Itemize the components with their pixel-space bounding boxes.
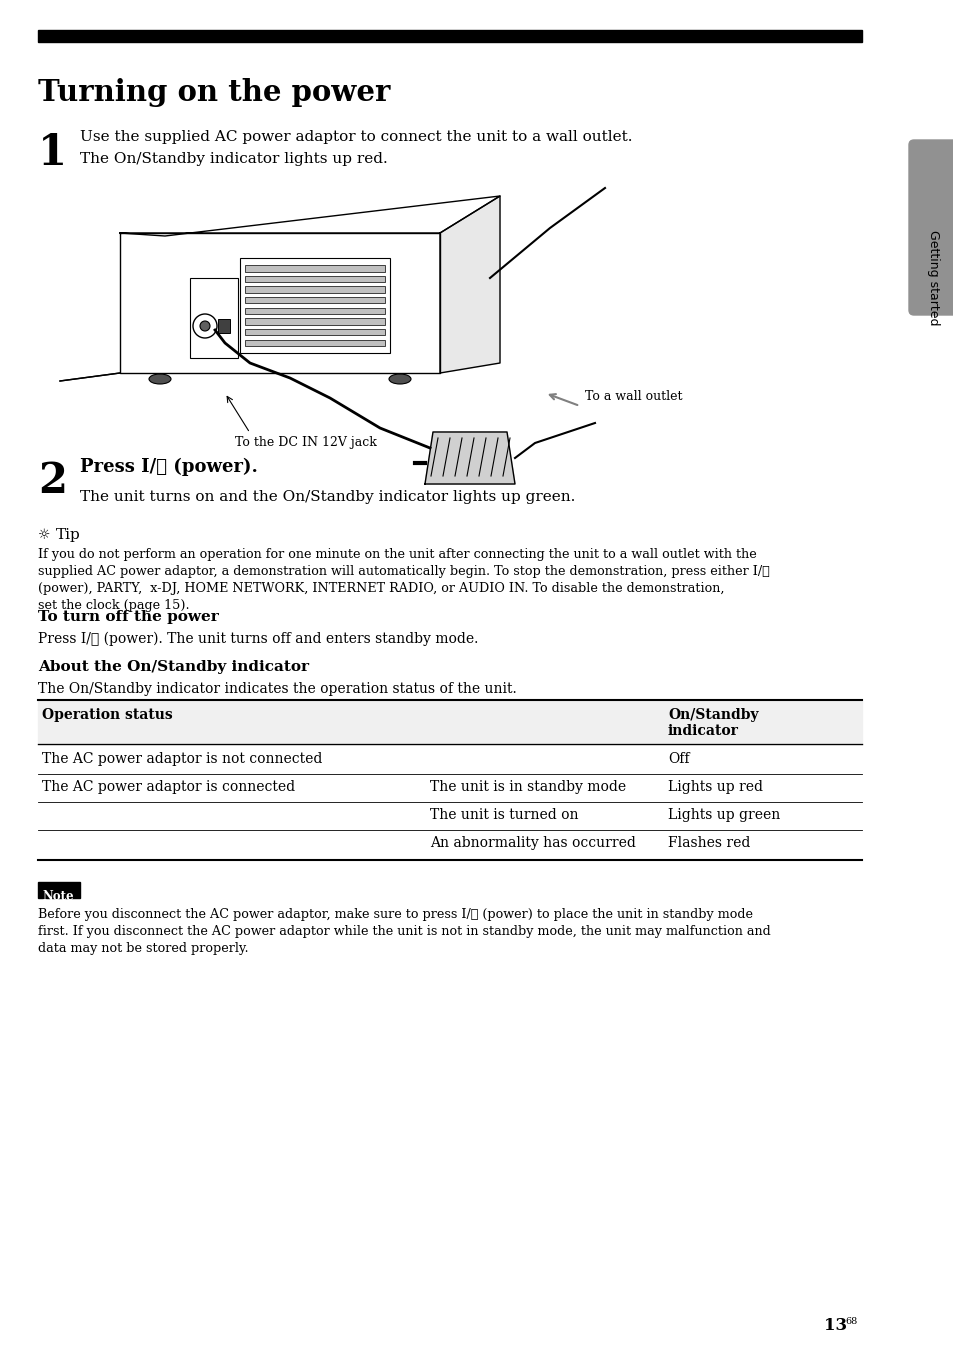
Bar — [240, 259, 390, 353]
Text: Lights up red: Lights up red — [667, 780, 762, 793]
Text: ☼: ☼ — [38, 528, 51, 542]
Text: The AC power adaptor is connected: The AC power adaptor is connected — [42, 780, 294, 793]
Text: data may not be stored properly.: data may not be stored properly. — [38, 942, 249, 955]
FancyBboxPatch shape — [908, 139, 953, 315]
Bar — [38, 30, 862, 42]
Polygon shape — [120, 233, 439, 372]
Ellipse shape — [389, 374, 411, 385]
Bar — [245, 318, 385, 325]
Text: (power), PARTY,  x-DJ, HOME NETWORK, INTERNET RADIO, or AUDIO IN. To disable the: (power), PARTY, x-DJ, HOME NETWORK, INTE… — [38, 582, 723, 594]
Text: 68: 68 — [844, 1317, 857, 1326]
Polygon shape — [439, 196, 499, 372]
Text: The unit is turned on: The unit is turned on — [430, 808, 578, 822]
Text: The On/Standby indicator lights up red.: The On/Standby indicator lights up red. — [80, 152, 387, 167]
Bar — [218, 320, 230, 333]
Bar — [245, 276, 385, 282]
Text: To a wall outlet: To a wall outlet — [584, 390, 681, 402]
Text: Use the supplied AC power adaptor to connect the unit to a wall outlet.: Use the supplied AC power adaptor to con… — [80, 130, 632, 144]
Polygon shape — [424, 432, 515, 483]
Text: Operation status: Operation status — [42, 708, 172, 722]
Text: Before you disconnect the AC power adaptor, make sure to press I/⏻ (power) to pl: Before you disconnect the AC power adapt… — [38, 909, 752, 921]
Text: About the On/Standby indicator: About the On/Standby indicator — [38, 659, 309, 674]
Text: If you do not perform an operation for one minute on the unit after connecting t: If you do not perform an operation for o… — [38, 548, 756, 561]
Text: 1: 1 — [38, 131, 67, 175]
Text: The On/Standby indicator indicates the operation status of the unit.: The On/Standby indicator indicates the o… — [38, 682, 517, 696]
Text: Getting started: Getting started — [926, 230, 940, 325]
Bar — [245, 287, 385, 292]
Text: 2: 2 — [38, 460, 67, 502]
Text: The unit is in standby mode: The unit is in standby mode — [430, 780, 625, 793]
Text: Off: Off — [667, 751, 689, 766]
Bar — [38, 881, 80, 898]
Text: Tip: Tip — [56, 528, 81, 542]
Text: Note: Note — [42, 890, 73, 903]
Bar — [245, 340, 385, 345]
Text: To turn off the power: To turn off the power — [38, 611, 218, 624]
Text: first. If you disconnect the AC power adaptor while the unit is not in standby m: first. If you disconnect the AC power ad… — [38, 925, 770, 938]
Bar — [38, 700, 862, 742]
Bar — [245, 329, 385, 336]
Text: Turning on the power: Turning on the power — [38, 79, 390, 107]
Text: Press I/⏻ (power).: Press I/⏻ (power). — [80, 458, 257, 477]
Bar — [190, 278, 237, 357]
Text: An abnormality has occurred: An abnormality has occurred — [430, 835, 636, 850]
Text: The AC power adaptor is not connected: The AC power adaptor is not connected — [42, 751, 322, 766]
Text: The unit turns on and the On/Standby indicator lights up green.: The unit turns on and the On/Standby ind… — [80, 490, 575, 504]
Polygon shape — [120, 196, 499, 236]
Text: supplied AC power adaptor, a demonstration will automatically begin. To stop the: supplied AC power adaptor, a demonstrati… — [38, 565, 769, 578]
Text: set the clock (page 15).: set the clock (page 15). — [38, 598, 190, 612]
Text: indicator: indicator — [667, 724, 739, 738]
Bar — [245, 265, 385, 272]
Circle shape — [193, 314, 216, 338]
Text: On/Standby: On/Standby — [667, 708, 758, 722]
Bar — [245, 307, 385, 314]
Circle shape — [200, 321, 210, 330]
Text: Lights up green: Lights up green — [667, 808, 780, 822]
Text: Flashes red: Flashes red — [667, 835, 750, 850]
Text: To the DC IN 12V jack: To the DC IN 12V jack — [234, 436, 376, 450]
Text: Press I/⏻ (power). The unit turns off and enters standby mode.: Press I/⏻ (power). The unit turns off an… — [38, 632, 477, 646]
Text: 13: 13 — [823, 1317, 846, 1334]
Bar — [245, 297, 385, 303]
Ellipse shape — [149, 374, 171, 385]
